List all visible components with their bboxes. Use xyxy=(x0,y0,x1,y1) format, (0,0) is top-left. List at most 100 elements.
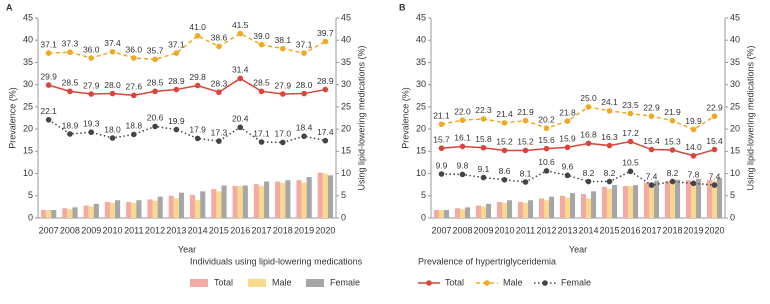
data-label: 25.0 xyxy=(580,93,597,103)
legend-label: Female xyxy=(330,277,360,287)
point xyxy=(237,124,244,131)
point xyxy=(152,56,158,63)
data-label: 22.3 xyxy=(475,105,492,115)
x-tick-label: 2016 xyxy=(230,225,250,235)
data-label: 18.4 xyxy=(296,122,313,132)
data-label: 22.1 xyxy=(40,106,57,116)
data-label: 10.5 xyxy=(622,158,639,168)
x-tick-label: 2013 xyxy=(166,225,186,235)
bar xyxy=(538,198,544,218)
point xyxy=(522,117,529,124)
bar xyxy=(131,202,137,218)
data-label: 37.1 xyxy=(296,39,313,49)
bar xyxy=(706,179,712,218)
x-tick-label: 2015 xyxy=(209,225,229,235)
bar xyxy=(564,197,571,218)
x-tick-label: 2008 xyxy=(60,225,80,235)
bar xyxy=(501,202,508,218)
y2-tick-label: 35 xyxy=(730,57,740,67)
point xyxy=(152,88,158,95)
bar xyxy=(438,210,445,218)
bar xyxy=(591,191,597,218)
bar xyxy=(322,173,328,218)
data-label: 19.9 xyxy=(685,116,702,126)
bar xyxy=(88,206,94,218)
x-tick-label: 2013 xyxy=(557,225,577,235)
data-label: 15.4 xyxy=(643,136,660,146)
bar xyxy=(168,195,174,218)
bar xyxy=(643,182,649,218)
bar xyxy=(200,191,206,218)
y2-tick-label: 35 xyxy=(341,57,351,67)
data-label: 17.2 xyxy=(622,128,639,138)
data-label: 15.2 xyxy=(517,137,534,147)
bar xyxy=(648,184,655,218)
data-label: 14.0 xyxy=(685,142,702,152)
data-label: 28.5 xyxy=(62,78,79,88)
bar xyxy=(109,202,116,218)
y-tick-label: 5 xyxy=(28,190,33,200)
point xyxy=(67,49,73,56)
point xyxy=(216,89,222,96)
point xyxy=(88,91,95,97)
point xyxy=(648,146,655,153)
bar xyxy=(559,195,565,218)
data-label: 36.0 xyxy=(83,44,100,54)
data-label: 17.1 xyxy=(253,128,270,138)
data-label: 17.3 xyxy=(211,127,228,137)
data-label: 28.5 xyxy=(253,78,270,88)
bar xyxy=(627,186,634,218)
point xyxy=(237,75,244,82)
y2-tick-label: 25 xyxy=(730,101,740,111)
data-label: 29.9 xyxy=(40,71,57,81)
point xyxy=(543,168,550,174)
y-tick-label: 45 xyxy=(23,12,33,22)
data-label: 8.2 xyxy=(667,168,679,178)
point xyxy=(322,38,329,45)
point xyxy=(301,133,307,140)
point xyxy=(585,104,592,110)
y-tick-label: 35 xyxy=(23,57,33,67)
point xyxy=(459,143,466,150)
x-tick-label: 2020 xyxy=(315,225,335,235)
point xyxy=(216,43,222,50)
data-label: 38.6 xyxy=(211,33,228,43)
point xyxy=(130,92,137,99)
point xyxy=(711,146,718,153)
bar xyxy=(93,203,99,218)
bar xyxy=(104,202,110,218)
data-label: 19.9 xyxy=(168,116,185,126)
bar xyxy=(570,193,576,218)
legend-swatch xyxy=(306,279,324,287)
x-tick-label: 2010 xyxy=(102,225,122,235)
y2-tick-label: 10 xyxy=(730,168,740,178)
x-tick-label: 2014 xyxy=(578,225,598,235)
point xyxy=(173,86,180,93)
point xyxy=(501,120,508,126)
legend-label: Male xyxy=(503,277,523,287)
legend-point xyxy=(542,280,548,286)
point xyxy=(279,45,286,52)
point xyxy=(480,116,487,122)
point xyxy=(109,90,116,97)
legend-swatch xyxy=(190,279,208,287)
data-label: 18.9 xyxy=(62,120,79,130)
data-label: 22.9 xyxy=(706,102,723,112)
data-label: 21.9 xyxy=(664,107,681,117)
data-label: 15.8 xyxy=(475,134,492,144)
data-label: 21.8 xyxy=(559,107,576,117)
bar xyxy=(669,182,676,218)
point xyxy=(152,123,158,130)
bar xyxy=(480,206,487,218)
x-tick-label: 2017 xyxy=(641,225,661,235)
data-label: 16.8 xyxy=(580,130,597,140)
legend-title: Prevalence of hypertriglyceridemia xyxy=(418,256,556,266)
point xyxy=(438,171,445,177)
x-axis-title: Year xyxy=(569,244,587,254)
data-label: 9.6 xyxy=(562,162,574,172)
data-label: 20.2 xyxy=(538,114,555,124)
point xyxy=(648,113,655,120)
point xyxy=(67,131,73,137)
y-tick-label: 0 xyxy=(28,212,33,222)
